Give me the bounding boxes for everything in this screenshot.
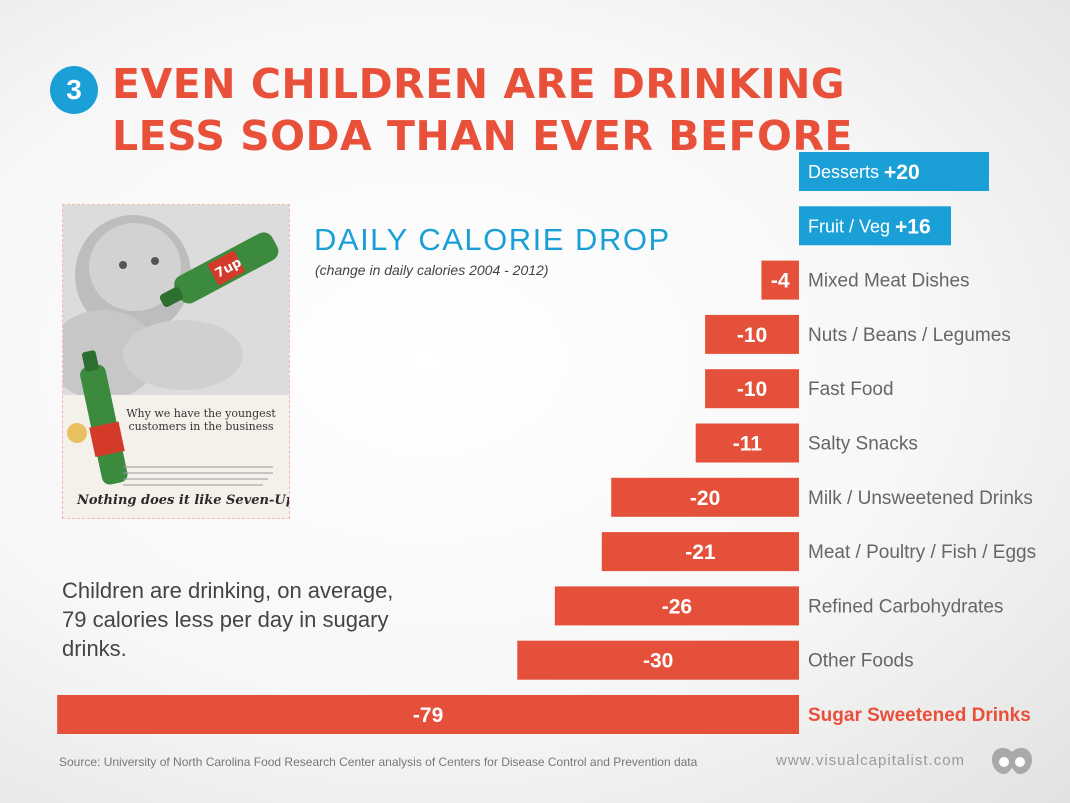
visual-capitalist-logo-icon bbox=[992, 747, 1032, 774]
value-label: +16 bbox=[895, 215, 931, 238]
value-label: -79 bbox=[413, 704, 443, 727]
chart-subtitle: (change in daily calories 2004 - 2012) bbox=[315, 262, 549, 278]
vintage-7up-ad-image: 7up Why we have the youngest customers i… bbox=[62, 204, 290, 519]
value-label: -30 bbox=[643, 650, 673, 673]
baby-drinking-illustration: 7up bbox=[63, 205, 289, 518]
chart-title: DAILY CALORIE DROP bbox=[314, 222, 671, 257]
bar-negative bbox=[554, 586, 799, 626]
bar-negative bbox=[611, 477, 799, 517]
category-label: Mixed Meat Dishes bbox=[808, 271, 970, 292]
value-label: -20 bbox=[690, 487, 720, 510]
bar-negative bbox=[705, 314, 799, 354]
value-label: -26 bbox=[662, 595, 692, 618]
summary-note: Children are drinking, on average, 79 ca… bbox=[62, 578, 394, 661]
category-label: Desserts bbox=[808, 162, 879, 182]
ad-tagline: Why we have the youngest customers in th… bbox=[126, 407, 276, 433]
bar-negative bbox=[705, 369, 799, 409]
bar-positive bbox=[799, 152, 989, 191]
category-label: Nuts / Beans / Legumes bbox=[808, 325, 1011, 346]
category-label: Fast Food bbox=[808, 379, 894, 400]
headline-line-1: EVEN CHILDREN ARE DRINKING bbox=[112, 60, 846, 108]
site-url: www.visualcapitalist.com bbox=[776, 752, 966, 769]
bar-positive bbox=[799, 206, 951, 246]
category-label: Meat / Poultry / Fish / Eggs bbox=[808, 542, 1036, 563]
category-label: Salty Snacks bbox=[808, 434, 918, 455]
section-number-badge: 3 bbox=[50, 66, 98, 114]
value-label: -4 bbox=[771, 270, 790, 293]
category-label: Sugar Sweetened Drinks bbox=[808, 705, 1031, 726]
bar-negative bbox=[761, 260, 799, 300]
bar-negative bbox=[695, 423, 799, 463]
ad-slogan: Nothing does it like Seven-Up! bbox=[77, 493, 290, 508]
category-label: Other Foods bbox=[808, 651, 914, 672]
value-label: -11 bbox=[733, 433, 763, 456]
bar-negative bbox=[601, 532, 799, 572]
headline-line-2: LESS SODA THAN EVER BEFORE bbox=[112, 112, 853, 160]
category-label: Fruit / Veg bbox=[808, 216, 890, 236]
value-label: -10 bbox=[737, 378, 767, 401]
value-label: -10 bbox=[737, 324, 767, 347]
bar-negative bbox=[57, 695, 799, 734]
category-label: Refined Carbohydrates bbox=[808, 596, 1003, 617]
category-label: Milk / Unsweetened Drinks bbox=[808, 488, 1033, 509]
value-label: -21 bbox=[685, 541, 716, 564]
source-note: Source: University of North Carolina Foo… bbox=[59, 755, 698, 769]
value-label: +20 bbox=[884, 161, 920, 184]
bar-negative bbox=[517, 640, 799, 680]
